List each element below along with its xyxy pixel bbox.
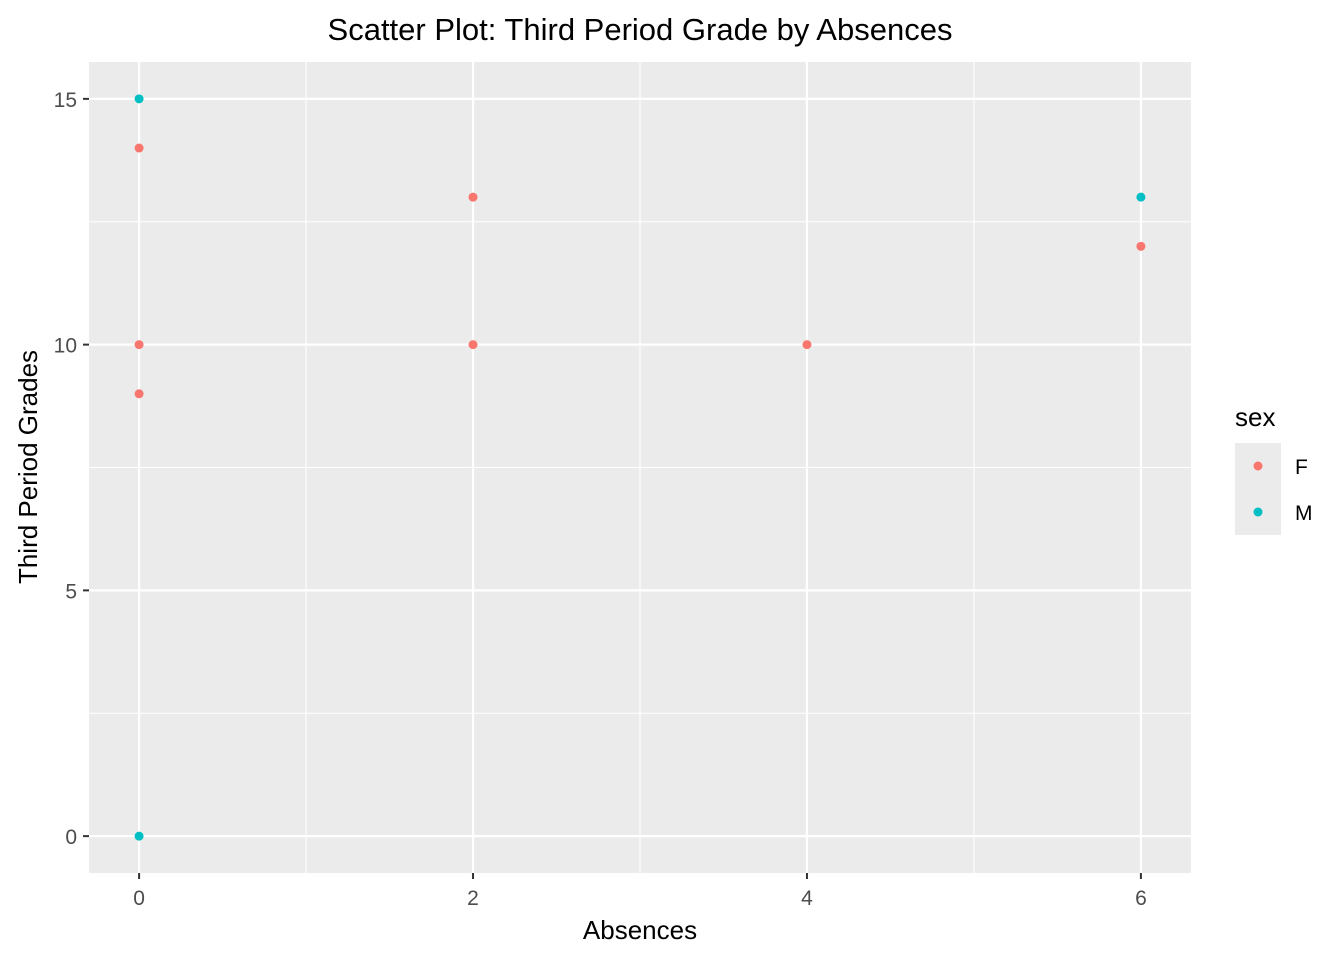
data-point-f (134, 340, 144, 350)
x-axis-ticks: 0 2 4 6 (133, 873, 1147, 910)
y-tick-label: 0 (65, 826, 77, 849)
legend: sex F M (1235, 402, 1313, 535)
legend-title: sex (1235, 402, 1275, 432)
data-point-f (468, 192, 478, 202)
data-point-f (468, 340, 478, 350)
legend-marker-m (1253, 507, 1263, 517)
x-tick-label: 2 (467, 887, 479, 910)
data-point-m (134, 94, 144, 104)
data-point-m (134, 831, 144, 841)
data-point-f (1136, 241, 1146, 251)
data-point-m (1136, 192, 1146, 202)
y-tick-label: 10 (54, 335, 77, 358)
legend-label-f: F (1295, 456, 1308, 479)
legend-label-m: M (1295, 502, 1313, 525)
y-tick-label: 15 (54, 89, 77, 112)
data-point-f (802, 340, 812, 350)
x-tick-label: 6 (1135, 887, 1147, 910)
y-tick-label: 5 (65, 580, 77, 603)
data-point-f (134, 143, 144, 153)
data-point-f (134, 389, 144, 399)
data-points (134, 94, 1146, 841)
x-tick-label: 0 (133, 887, 145, 910)
chart-title: Scatter Plot: Third Period Grade by Abse… (328, 12, 953, 47)
minor-gridlines (89, 62, 1191, 873)
x-axis-title: Absences (583, 915, 697, 945)
x-tick-label: 4 (801, 887, 813, 910)
legend-marker-f (1253, 461, 1263, 471)
y-axis-ticks: 0 5 10 15 (54, 89, 89, 849)
y-axis-title: Third Period Grades (13, 350, 43, 584)
